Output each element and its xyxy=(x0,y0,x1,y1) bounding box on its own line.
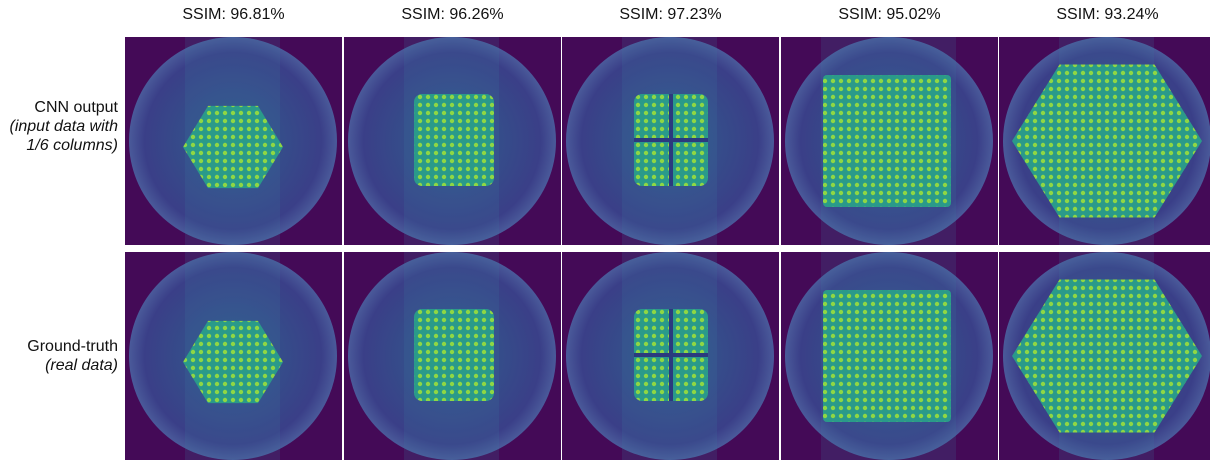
column-header: SSIM: 93.24% xyxy=(999,6,1210,24)
reconstruction-image xyxy=(999,37,1210,245)
reconstruction-image xyxy=(125,37,342,245)
column-header: SSIM: 96.26% xyxy=(344,6,561,24)
row-label: CNN output (input data with 1/6 columns) xyxy=(0,98,118,155)
column-header: SSIM: 97.23% xyxy=(562,6,779,24)
row-note: (real data) xyxy=(0,356,118,375)
reconstruction-image xyxy=(344,37,561,245)
row-title: Ground-truth xyxy=(27,338,118,355)
reconstruction-image xyxy=(781,37,998,245)
figure: CNN output (input data with 1/6 columns)… xyxy=(0,0,1210,463)
column-header: SSIM: 95.02% xyxy=(781,6,998,24)
reconstruction-image xyxy=(125,252,342,460)
reconstruction-image xyxy=(562,37,779,245)
reconstruction-image xyxy=(562,252,779,460)
row-note: (input data with 1/6 columns) xyxy=(0,117,118,155)
row-label: Ground-truth (real data) xyxy=(0,337,118,375)
reconstruction-image xyxy=(344,252,561,460)
row-title: CNN output xyxy=(34,99,118,116)
column-header: SSIM: 96.81% xyxy=(125,6,342,24)
reconstruction-image xyxy=(999,252,1210,460)
reconstruction-image xyxy=(781,252,998,460)
